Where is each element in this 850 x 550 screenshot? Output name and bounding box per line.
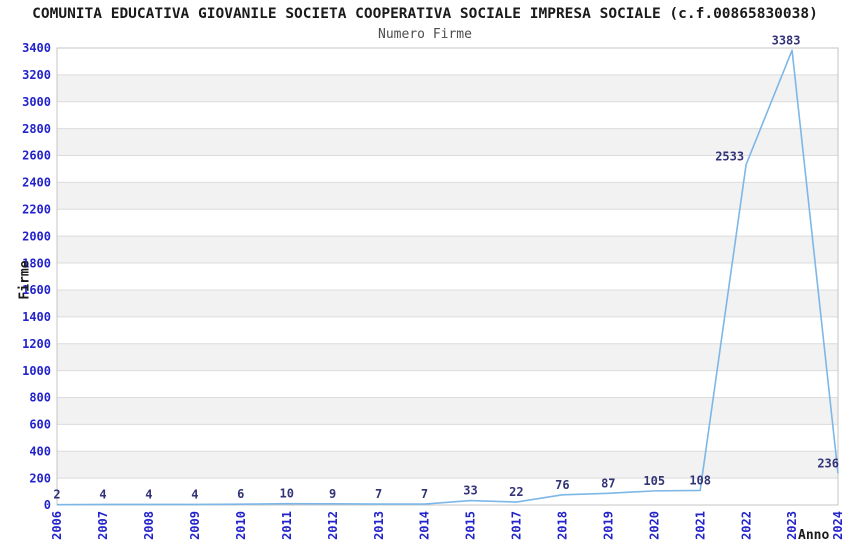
- y-tick-label: 2800: [22, 122, 51, 136]
- y-tick-label: 3000: [22, 95, 51, 109]
- x-tick-label: 2024: [831, 511, 845, 540]
- y-tick-label: 2000: [22, 229, 51, 243]
- x-tick-label: 2010: [234, 511, 248, 540]
- grid-band: [57, 343, 838, 371]
- x-tick-label: 2023: [785, 511, 799, 540]
- data-label: 22: [509, 485, 523, 499]
- x-tick-label: 2020: [647, 511, 661, 540]
- data-label: 10: [279, 487, 293, 501]
- x-tick-label: 2021: [693, 511, 707, 540]
- y-tick-label: 200: [29, 471, 51, 485]
- chart-subtitle: Numero Firme: [378, 27, 472, 42]
- data-label: 4: [145, 487, 152, 501]
- x-tick-label: 2009: [188, 511, 202, 540]
- y-tick-label: 3400: [22, 41, 51, 55]
- plot-border: [56, 47, 839, 506]
- y-tick-label: 400: [29, 444, 51, 458]
- data-label: 105: [643, 474, 665, 488]
- y-tick-label: 600: [29, 418, 51, 432]
- x-tick-label: 2018: [556, 511, 570, 540]
- x-tick-label: 2019: [601, 511, 615, 540]
- grid-band: [57, 289, 838, 317]
- grid-band: [57, 74, 838, 102]
- y-tick-label: 1000: [22, 364, 51, 378]
- x-tick-label: 2007: [96, 511, 110, 540]
- x-axis-title: Anno: [798, 528, 830, 543]
- x-tick-label: 2015: [464, 511, 478, 540]
- grid-band: [57, 397, 838, 425]
- x-tick-label: 2008: [142, 511, 156, 540]
- x-tick-label: 2022: [739, 511, 753, 540]
- data-label: 33: [463, 484, 477, 498]
- y-tick-label: 1200: [22, 337, 51, 351]
- data-label: 108: [689, 473, 711, 487]
- y-tick-label: 800: [29, 391, 51, 405]
- y-tick-label: 2400: [22, 176, 51, 190]
- data-label: 9: [329, 487, 336, 501]
- y-axis-title: Firme: [17, 260, 33, 300]
- data-label: 3383: [772, 33, 801, 47]
- y-tick-label: 2600: [22, 149, 51, 163]
- x-tick-label: 2011: [280, 511, 294, 540]
- data-label: 87: [601, 476, 615, 490]
- series-line: [56, 49, 839, 506]
- data-label: 7: [421, 487, 428, 501]
- data-label: 4: [191, 487, 198, 501]
- x-tick-label: 2006: [50, 511, 64, 540]
- data-label: 76: [555, 478, 569, 492]
- y-tick-label: 1800: [22, 256, 51, 270]
- x-tick-label: 2014: [418, 511, 432, 540]
- grid-band: [57, 451, 838, 479]
- y-tick-label: 1400: [22, 310, 51, 324]
- x-tick-label: 2017: [510, 511, 524, 540]
- data-label: 2: [53, 488, 60, 502]
- x-tick-label: 2012: [326, 511, 340, 540]
- data-label: 6: [237, 487, 244, 501]
- data-label: 4: [99, 487, 106, 501]
- y-tick-label: 0: [44, 498, 51, 512]
- y-tick-label: 3200: [22, 68, 51, 82]
- data-label: 236: [817, 456, 839, 470]
- grid-band: [57, 236, 838, 264]
- chart-title: COMUNITA EDUCATIVA GIOVANILE SOCIETA COO…: [32, 6, 818, 22]
- y-tick-label: 1600: [22, 283, 51, 297]
- data-label: 2533: [715, 150, 744, 164]
- grid-band: [57, 182, 838, 210]
- x-tick-label: 2013: [372, 511, 386, 540]
- grid-band: [57, 128, 838, 156]
- data-label: 7: [375, 487, 382, 501]
- y-tick-label: 2200: [22, 202, 51, 216]
